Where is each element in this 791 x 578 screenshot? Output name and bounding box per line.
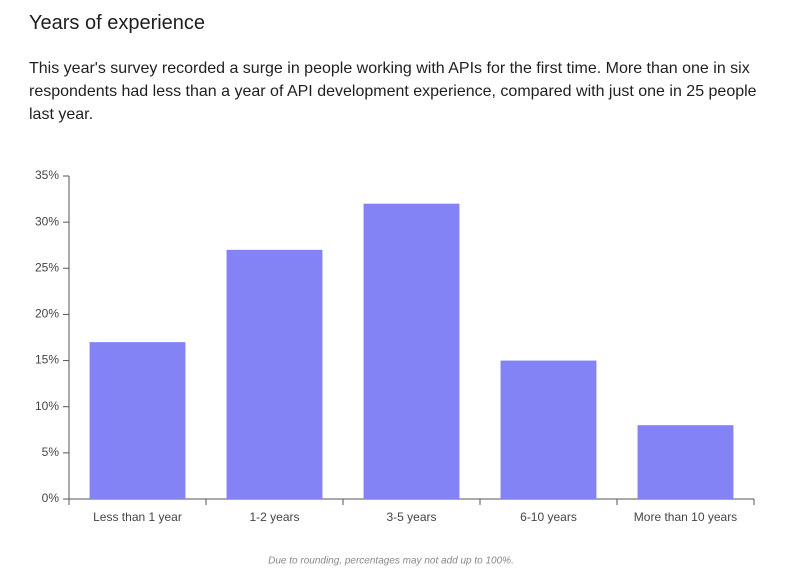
y-tick-label: 0% — [42, 491, 60, 505]
y-tick-label: 5% — [42, 445, 60, 459]
description: This year's survey recorded a surge in p… — [29, 60, 757, 123]
bar — [500, 360, 597, 499]
heading: Years of experience — [29, 12, 206, 34]
x-tick-label: Less than 1 year — [93, 510, 182, 524]
footnote: Due to rounding, percentages may not add… — [268, 556, 514, 567]
bar — [637, 425, 734, 499]
y-tick-label: 20% — [35, 307, 59, 321]
y-tick-label: 10% — [35, 399, 59, 413]
x-tick-label: 3-5 years — [386, 510, 436, 524]
y-tick-label: 35% — [35, 168, 59, 182]
bar — [89, 342, 186, 499]
x-tick-label: 1-2 years — [249, 510, 299, 524]
y-tick-label: 15% — [35, 353, 59, 367]
x-tick-label: More than 10 years — [634, 510, 737, 524]
y-tick-label: 25% — [35, 260, 59, 274]
bar — [226, 249, 323, 499]
bar — [363, 203, 460, 499]
y-tick-label: 30% — [35, 214, 59, 228]
x-tick-label: 6-10 years — [520, 510, 577, 524]
